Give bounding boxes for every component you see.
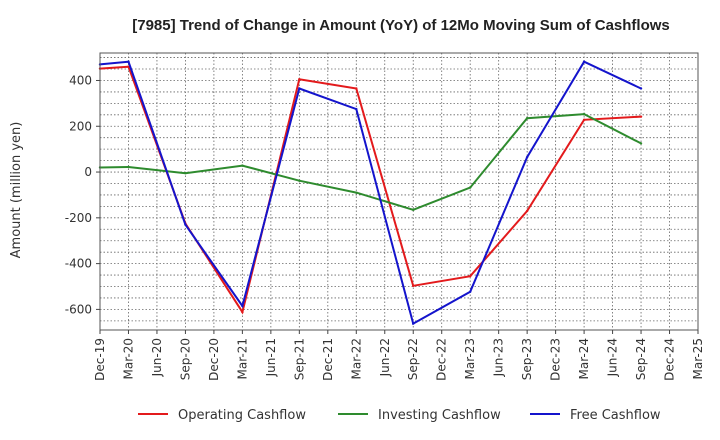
data-point-investing-cashflow [127,165,130,169]
data-point-free-cashflow [412,322,415,325]
y-tick-label: 0 [84,165,92,179]
data-point-investing-cashflow [525,117,529,120]
x-tick-label: Sep-23 [520,338,534,380]
data-point-investing-cashflow [582,112,586,116]
data-point-operating-cashflow [468,275,472,278]
data-point-operating-cashflow [241,310,244,314]
x-tick-label: Sep-22 [406,338,420,380]
chart-title: [7985] Trend of Change in Amount (YoY) o… [132,17,670,34]
x-tick-label: Jun-20 [150,338,164,377]
y-axis-label: Amount (million yen) [9,122,24,259]
x-tick-label: Sep-21 [292,338,306,380]
x-tick-label: Mar-24 [577,338,591,379]
legend: Operating Cashflow Investing Cashflow Free… [138,408,661,423]
plot-frame [99,52,699,331]
data-point-free-cashflow [241,304,244,308]
x-tick-label: Mar-23 [463,338,477,379]
data-point-free-cashflow [582,60,586,63]
x-tick-label: Mar-21 [235,338,249,379]
x-tick-label: Jun-21 [264,338,278,377]
data-point-investing-cashflow [412,208,415,212]
data-point-free-cashflow [468,290,472,293]
series-layer [98,60,643,326]
y-tick-label: 400 [69,73,92,87]
legend-label: Free Cashflow [570,408,661,423]
data-point-free-cashflow [127,60,130,63]
data-point-investing-cashflow [298,179,301,182]
data-point-operating-cashflow [639,115,643,118]
data-point-free-cashflow [298,87,301,90]
legend-label: Investing Cashflow [378,408,501,423]
series-line-free-cashflow [99,60,642,326]
x-tick-label: Jun-23 [492,338,506,377]
data-point-free-cashflow [184,223,187,226]
x-tick-label: Mar-20 [121,338,135,379]
grid [99,53,699,330]
data-point-operating-cashflow [298,78,301,81]
x-tick-label: Dec-23 [549,338,563,381]
y-tick-label: -600 [65,302,92,316]
data-point-free-cashflow [525,155,529,159]
x-tick-label: Dec-24 [663,338,677,381]
x-tick-label: Sep-20 [178,338,192,380]
x-tick-label: Jun-24 [606,338,620,377]
data-point-investing-cashflow [468,186,472,189]
x-tick-label: Mar-22 [349,338,363,379]
y-tick-label: 200 [69,119,92,133]
data-point-free-cashflow [355,107,358,111]
x-tick-label: Dec-21 [321,338,335,381]
x-tick-label: Jun-22 [378,338,392,377]
data-point-operating-cashflow [412,284,415,288]
legend-label: Operating Cashflow [178,408,306,423]
data-point-investing-cashflow [639,142,643,145]
data-point-investing-cashflow [241,164,244,167]
data-point-investing-cashflow [184,171,187,175]
data-point-free-cashflow [639,87,643,90]
data-point-operating-cashflow [582,118,586,122]
ticks: Dec-19 Mar-20 Jun-20 Sep-20 Dec-20 Mar-21 Jun-… [65,73,705,380]
data-point-investing-cashflow [355,191,358,194]
x-tick-label: Dec-22 [435,338,449,381]
y-tick-label: -200 [65,211,92,225]
x-tick-label: Dec-19 [93,338,107,381]
data-point-operating-cashflow [355,87,358,90]
y-tick-label: -400 [65,257,92,271]
x-tick-label: Sep-24 [634,338,648,380]
x-tick-label: Mar-25 [691,338,705,379]
x-tick-label: Dec-20 [207,338,221,381]
data-point-operating-cashflow [525,209,529,213]
